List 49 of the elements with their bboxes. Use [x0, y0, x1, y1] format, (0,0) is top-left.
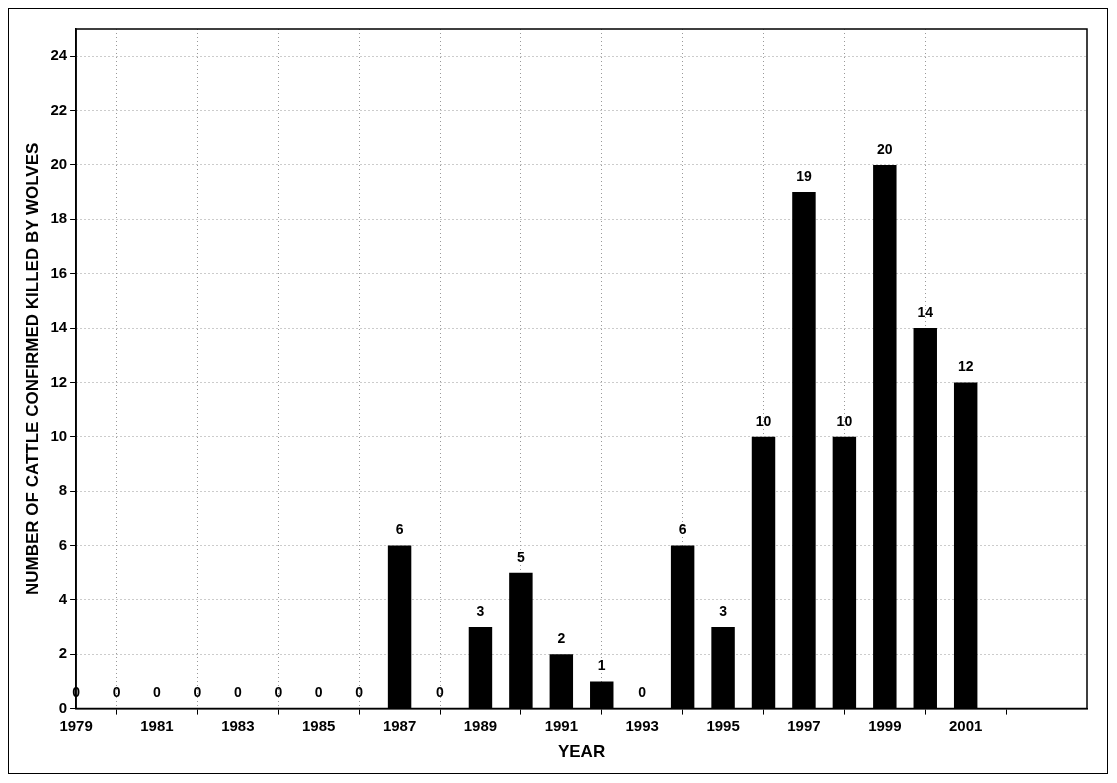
data-label: 0: [355, 684, 364, 701]
x-tick-label: 1987: [382, 716, 417, 734]
y-tick-label: 2: [58, 644, 68, 662]
y-tick-label: 22: [50, 100, 68, 118]
y-tick-label: 0: [58, 698, 68, 716]
data-label: 0: [436, 684, 445, 701]
x-tick-label: 1995: [706, 716, 740, 734]
data-label: 10: [836, 412, 853, 429]
data-label: 6: [678, 521, 687, 538]
data-label: 0: [314, 684, 323, 701]
y-tick-label: 10: [50, 426, 68, 444]
x-tick-label: 1997: [787, 716, 821, 734]
data-label: 14: [917, 303, 934, 320]
x-tick-label: 2001: [949, 716, 983, 734]
data-label: 5: [516, 548, 525, 565]
data-label: 20: [877, 140, 893, 157]
y-tick-label: 24: [50, 46, 68, 64]
x-axis-title: YEAR: [557, 742, 606, 762]
data-label: 0: [233, 684, 242, 701]
y-tick-label: 12: [50, 372, 68, 390]
x-tick-label: 1991: [544, 716, 579, 734]
data-label: 1: [597, 657, 606, 674]
y-tick-label: 14: [50, 318, 68, 336]
y-tick-label: 4: [58, 590, 68, 607]
data-label: 12: [957, 358, 974, 375]
data-label: 3: [476, 602, 485, 619]
x-tick-label: 1999: [868, 716, 902, 734]
data-label: 0: [153, 684, 162, 701]
data-label: 6: [395, 521, 404, 538]
x-tick-label: 1979: [59, 716, 93, 734]
y-tick-label: 8: [58, 481, 68, 499]
y-tick-label: 18: [50, 209, 68, 227]
data-label: 10: [755, 412, 772, 429]
x-tick-label: 1981: [140, 716, 174, 734]
data-label: 2: [557, 630, 566, 647]
y-tick-label: 20: [50, 155, 68, 173]
data-label: 0: [638, 684, 647, 701]
data-label: 3: [719, 602, 728, 619]
x-tick-label: 1993: [625, 716, 659, 734]
x-tick-label: 1985: [302, 716, 336, 734]
x-tick-label: 1983: [221, 716, 255, 734]
data-label: 0: [274, 684, 283, 701]
data-label: 0: [193, 684, 202, 701]
y-axis-title: NUMBER OF CATTLE CONFIRMED KILLED BY WOLVES: [22, 142, 42, 595]
data-label: 0: [112, 684, 121, 701]
y-tick-label: 6: [58, 535, 68, 553]
x-tick-label: 1989: [463, 716, 498, 734]
data-label: 19: [796, 167, 812, 184]
y-tick-label: 16: [50, 263, 68, 281]
